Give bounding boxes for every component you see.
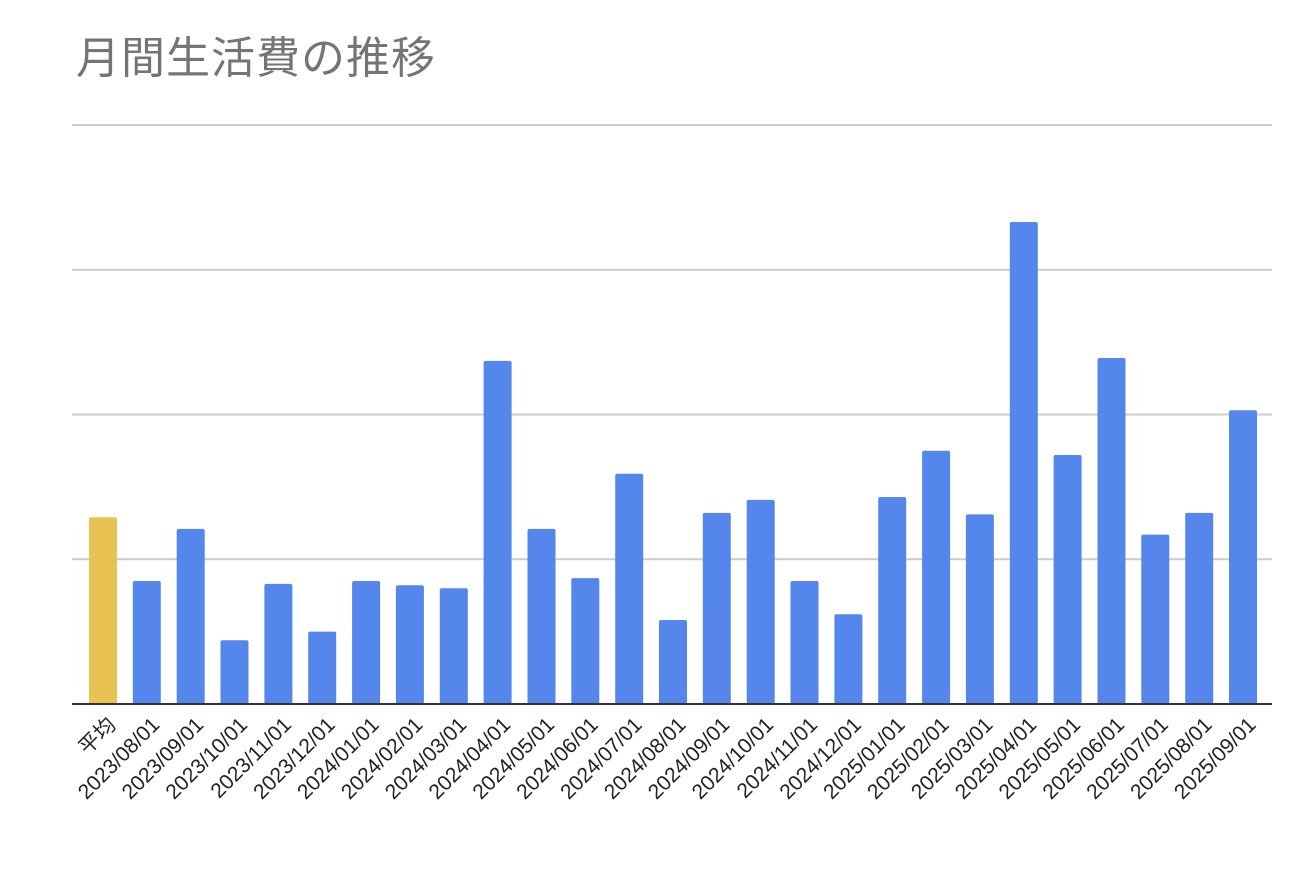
bar — [1141, 534, 1170, 704]
bar — [834, 614, 863, 704]
bar — [878, 497, 907, 704]
bar — [1053, 455, 1082, 704]
bar — [132, 581, 161, 704]
bar — [746, 499, 775, 704]
bar — [483, 360, 512, 704]
gridlines — [72, 124, 1272, 561]
bar — [220, 640, 249, 704]
bar — [790, 581, 819, 704]
bar — [439, 588, 468, 704]
bar — [352, 581, 381, 704]
bars — [89, 222, 1257, 704]
chart-title: 月間生活費の推移 — [76, 33, 436, 84]
bar — [1185, 512, 1214, 704]
bar — [176, 528, 205, 704]
x-tick-labels: 平均2023/08/012023/09/012023/10/012023/11/… — [74, 713, 1261, 804]
bar — [1229, 410, 1257, 704]
bar — [1097, 358, 1126, 704]
bar — [395, 585, 424, 704]
bar — [308, 631, 337, 704]
bar — [922, 450, 951, 704]
bar — [659, 620, 687, 704]
bar — [702, 512, 731, 704]
bar — [1009, 222, 1038, 704]
bar — [264, 583, 293, 704]
bar — [965, 514, 994, 704]
bar-average — [89, 517, 117, 704]
bar — [615, 473, 644, 704]
bar — [571, 578, 600, 704]
bar — [527, 528, 556, 704]
